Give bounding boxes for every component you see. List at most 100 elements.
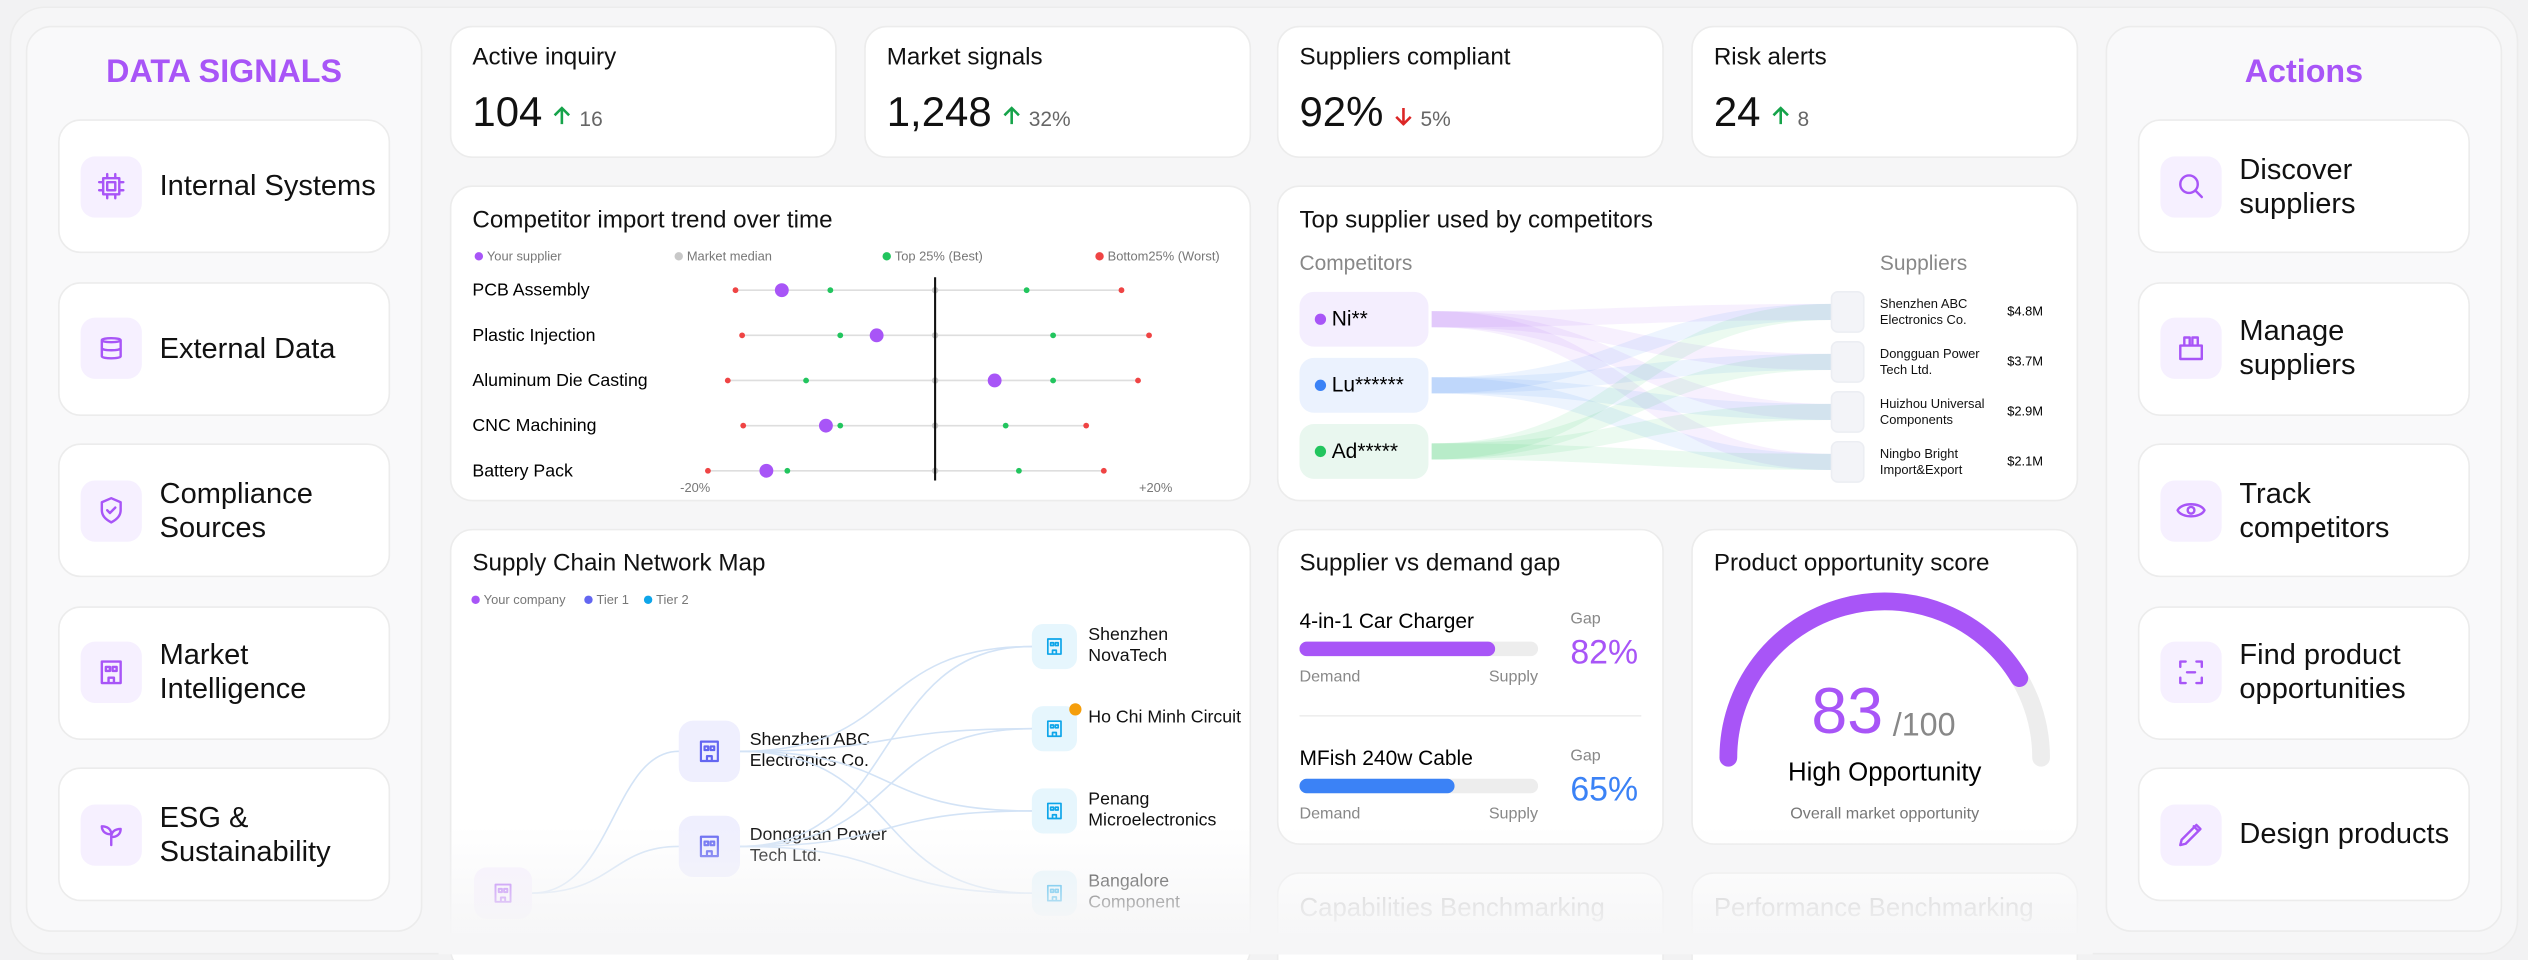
- range-dot: [1002, 422, 1009, 429]
- tier2-node: [1031, 706, 1077, 752]
- score-value: 83: [1811, 675, 1883, 747]
- icon: [100, 336, 122, 360]
- category-label: Plastic Injection: [472, 325, 595, 345]
- axis-note: Demand: [1299, 804, 1360, 822]
- legend-dot: [1095, 252, 1104, 261]
- score-caption: Overall market opportunity: [1790, 804, 1980, 822]
- category-label: CNC Machining: [472, 415, 596, 435]
- legend-label: Tier 2: [656, 592, 688, 607]
- kpi-card: [864, 25, 1252, 159]
- x-tick-label: +20%: [1139, 480, 1172, 495]
- supplier-dot: [759, 463, 774, 478]
- icon-box: [2160, 803, 2222, 865]
- node-label: Ho Chi Minh Circuit: [1088, 707, 1242, 728]
- competitor-dot: [1314, 379, 1327, 391]
- icon: [2179, 823, 2202, 847]
- action-card[interactable]: [2137, 119, 2470, 254]
- supplier-dot: [774, 283, 789, 298]
- legend-label: Your company: [484, 592, 566, 607]
- node-label: Shenzhen ABC Electronics Co.: [749, 730, 871, 771]
- range-dot: [837, 422, 844, 429]
- icon: [97, 172, 125, 200]
- range-dot: [1100, 467, 1107, 474]
- score-max: /100: [1893, 707, 1956, 743]
- kpi-value: 92%: [1299, 87, 1384, 136]
- icon: [2179, 174, 2203, 199]
- supplier-name: Huizhou Universal Components: [1879, 396, 1985, 427]
- item-name: MFish 240w Cable: [1299, 747, 1472, 770]
- supplier-name: Ningbo Bright Import&Export: [1879, 446, 1963, 477]
- icon-box: [80, 641, 142, 703]
- legend-label: Top 25% (Best): [895, 249, 983, 264]
- card-title: Supply Chain Network Map: [472, 549, 766, 578]
- axis-note: Demand: [1299, 667, 1360, 685]
- kpi-label: Risk alerts: [1713, 43, 1827, 71]
- supplier-dot: [869, 328, 884, 343]
- arrow-shape: [1772, 106, 1789, 125]
- gap-bar: [1299, 778, 1455, 794]
- kpi-row: 92% 5%: [1299, 87, 1450, 137]
- icon: [1046, 638, 1062, 655]
- kpi-change: 16: [579, 106, 603, 131]
- trend-arrow: [554, 106, 571, 125]
- kpi-card: [1276, 25, 1664, 159]
- tier1-node: [678, 720, 741, 782]
- icon: [1046, 720, 1062, 738]
- supplier-name: Shenzhen ABC Electronics Co.: [1879, 296, 1968, 327]
- arrow-shape: [1003, 106, 1020, 125]
- range-dot: [739, 332, 746, 339]
- category-label: PCB Assembly: [472, 280, 589, 300]
- competitor-name: Ad*****: [1332, 440, 1398, 463]
- panel-title: Actions: [2244, 54, 2364, 91]
- bottom-fade: [438, 825, 2093, 939]
- trend-card: [449, 185, 1252, 502]
- card-label: Find product opportunities: [2239, 638, 2406, 705]
- category-label: Aluminum Die Casting: [472, 370, 647, 390]
- range-dot: [803, 377, 809, 384]
- range-dot: [837, 332, 844, 339]
- card-title: Product opportunity score: [1713, 549, 1990, 578]
- column-label: Suppliers: [1880, 252, 1967, 275]
- competitor-dot: [1314, 445, 1327, 458]
- supplier-node: [1830, 291, 1865, 333]
- icon: [2179, 336, 2203, 361]
- tier2-node: [1031, 623, 1077, 670]
- legend-dot: [584, 595, 593, 604]
- column-label: Competitors: [1299, 252, 1412, 275]
- flow-link: [1431, 311, 1832, 371]
- flow-link: [1431, 303, 1832, 328]
- card-label: External Data: [159, 331, 336, 364]
- legend-label: Tier 1: [597, 592, 629, 607]
- axis-note: Supply: [1489, 804, 1539, 822]
- frame: [9, 6, 2519, 955]
- flow-link: [1431, 377, 1832, 470]
- kpi-card: [1691, 25, 2079, 159]
- icon: [100, 825, 122, 847]
- card-label: Design products: [2239, 817, 2450, 850]
- range-dot: [827, 287, 834, 294]
- icon: [699, 740, 719, 763]
- score-card: [1691, 528, 2079, 845]
- kpi-row: 24 8: [1714, 87, 1809, 137]
- network-edge: [740, 750, 1032, 812]
- supplier-amount: $2.9M: [2007, 403, 2043, 418]
- icon-box: [80, 155, 142, 217]
- legend-dot: [882, 252, 891, 261]
- gap-bar: [1299, 641, 1496, 657]
- range-dot: [1050, 377, 1057, 384]
- legend-dot: [474, 252, 484, 261]
- card-title: Top supplier used by competitors: [1299, 206, 1654, 234]
- range-dot: [1135, 377, 1141, 384]
- competitor-dot: [1314, 313, 1327, 325]
- flow-link: [1431, 403, 1832, 460]
- category-label: Battery Pack: [472, 460, 573, 480]
- range-dot: [1146, 332, 1152, 339]
- frame-bottom: [438, 933, 2093, 955]
- range-dot: [740, 422, 747, 429]
- card-title: Competitor import trend over time: [472, 206, 833, 234]
- icon-box: [2160, 479, 2222, 541]
- legend-dot: [643, 595, 653, 604]
